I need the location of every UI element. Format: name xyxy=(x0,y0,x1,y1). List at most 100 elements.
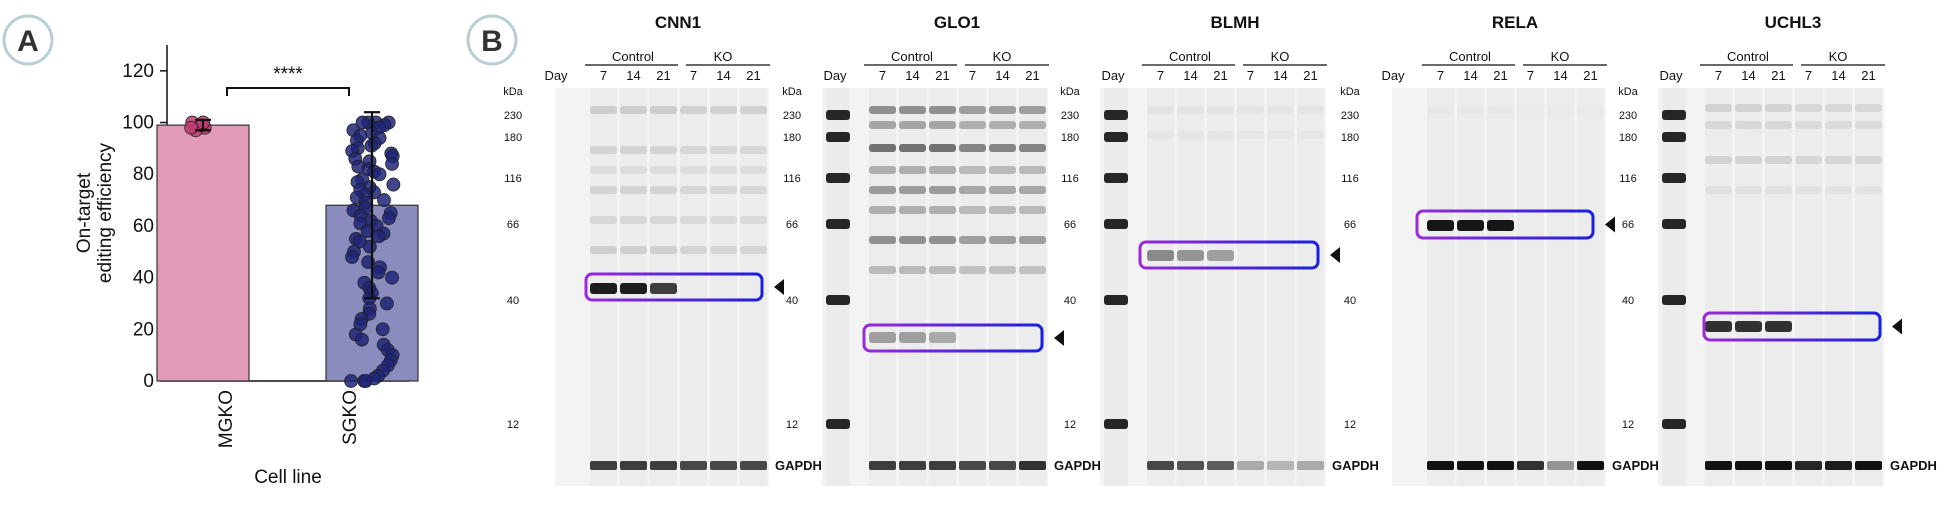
smear-band xyxy=(1705,104,1732,112)
marker-label: 40 xyxy=(1622,295,1634,307)
gapdh-band xyxy=(620,461,647,470)
day-value: 7 xyxy=(1805,68,1812,83)
ladder-band xyxy=(826,419,850,429)
data-point-sgko xyxy=(362,239,377,254)
highlight-box xyxy=(1415,209,1595,240)
day-value: 21 xyxy=(1583,68,1597,83)
smear-band xyxy=(1517,106,1544,114)
data-point-sgko xyxy=(375,322,390,337)
day-value: 14 xyxy=(1831,68,1845,83)
marker-label: 230 xyxy=(504,110,522,122)
day-value: 21 xyxy=(1771,68,1785,83)
smear-band xyxy=(1825,186,1852,194)
highlight-box xyxy=(1702,311,1882,342)
gapdh-label: GAPDH xyxy=(1054,458,1101,473)
gapdh-label: GAPDH xyxy=(775,458,822,473)
gapdh-band xyxy=(869,461,896,470)
smear-band xyxy=(929,236,956,244)
gel-lane xyxy=(1855,88,1882,486)
smear-band xyxy=(680,146,707,154)
gel-lane xyxy=(929,88,956,486)
smear-band xyxy=(680,166,707,174)
ladder-band xyxy=(1104,110,1128,120)
smear-band xyxy=(740,246,767,254)
marker-label: 116 xyxy=(1341,173,1359,185)
gel-lane xyxy=(1267,88,1294,486)
data-point-sgko xyxy=(379,296,394,311)
gel-title: RELA xyxy=(1492,13,1538,32)
smear-band xyxy=(1855,104,1882,112)
bar-mgko xyxy=(156,124,250,382)
kda-label: kDa xyxy=(1340,86,1360,98)
smear-band xyxy=(1207,131,1234,139)
smear-band xyxy=(1019,186,1046,194)
gapdh-band xyxy=(590,461,617,470)
data-point-sgko xyxy=(371,229,386,244)
ladder-band xyxy=(1662,219,1686,229)
gel-lane xyxy=(1795,88,1822,486)
ladder-band xyxy=(1662,110,1686,120)
smear-band xyxy=(989,121,1016,129)
ladder-band xyxy=(1104,132,1128,142)
smear-band xyxy=(1705,186,1732,194)
day-value: 7 xyxy=(1527,68,1534,83)
gel-lane xyxy=(1147,88,1174,486)
smear-band xyxy=(959,166,986,174)
target-band xyxy=(1147,250,1174,261)
smear-band xyxy=(1825,121,1852,129)
gel-cnn1: CNN1 Control KO Day 7 14 21 7 14 21 kDa 230 180 116 66… xyxy=(503,13,822,486)
gel-lane xyxy=(989,88,1016,486)
gel-lane xyxy=(869,88,896,486)
gapdh-band xyxy=(1765,461,1792,470)
smear-band xyxy=(590,146,617,154)
smear-band xyxy=(1427,106,1454,114)
smear-band xyxy=(869,186,896,194)
smear-band xyxy=(620,246,647,254)
smear-band xyxy=(989,106,1016,114)
gapdh-band xyxy=(1577,461,1604,470)
gapdh-band xyxy=(1855,461,1882,470)
ladder-band xyxy=(1104,419,1128,429)
day-value: 21 xyxy=(746,68,760,83)
smear-band xyxy=(929,144,956,152)
marker-label: 66 xyxy=(1622,219,1634,231)
bars xyxy=(156,124,419,382)
day-value: 14 xyxy=(905,68,919,83)
gapdh-band xyxy=(740,461,767,470)
y-tick-label: 60 xyxy=(133,216,154,237)
kda-label: kDa xyxy=(1060,86,1080,98)
data-point-sgko xyxy=(382,211,396,226)
day-value: 7 xyxy=(1247,68,1254,83)
smear-band xyxy=(710,146,737,154)
marker-label: 40 xyxy=(786,295,798,307)
smear-band xyxy=(959,236,986,244)
gel-lane xyxy=(710,88,737,486)
marker-label: 40 xyxy=(507,295,519,307)
ladder-band xyxy=(826,173,850,183)
smear-band xyxy=(989,266,1016,274)
gel-lane xyxy=(1457,88,1484,486)
day-label: Day xyxy=(544,68,568,83)
smear-band xyxy=(1019,166,1046,174)
smear-band xyxy=(1795,104,1822,112)
gel-lane xyxy=(1297,88,1324,486)
y-tick-label: 80 xyxy=(133,164,154,185)
highlight-box xyxy=(1138,240,1320,270)
ladder-band xyxy=(1104,219,1128,229)
smear-band xyxy=(1177,106,1204,114)
day-label: Day xyxy=(1381,68,1405,83)
day-value: 7 xyxy=(1437,68,1444,83)
condition-label-control: Control xyxy=(1727,49,1769,64)
smear-band xyxy=(959,206,986,214)
marker-label: 40 xyxy=(1344,295,1356,307)
smear-band xyxy=(1019,106,1046,114)
gel-lane xyxy=(1487,88,1514,486)
smear-band xyxy=(929,121,956,129)
target-band xyxy=(899,332,926,343)
smear-band xyxy=(740,106,767,114)
gel-lane xyxy=(1177,88,1204,486)
day-value: 21 xyxy=(1303,68,1317,83)
data-point-sgko xyxy=(344,374,358,388)
data-point-sgko xyxy=(345,250,359,264)
marker-label: 12 xyxy=(1064,419,1076,431)
